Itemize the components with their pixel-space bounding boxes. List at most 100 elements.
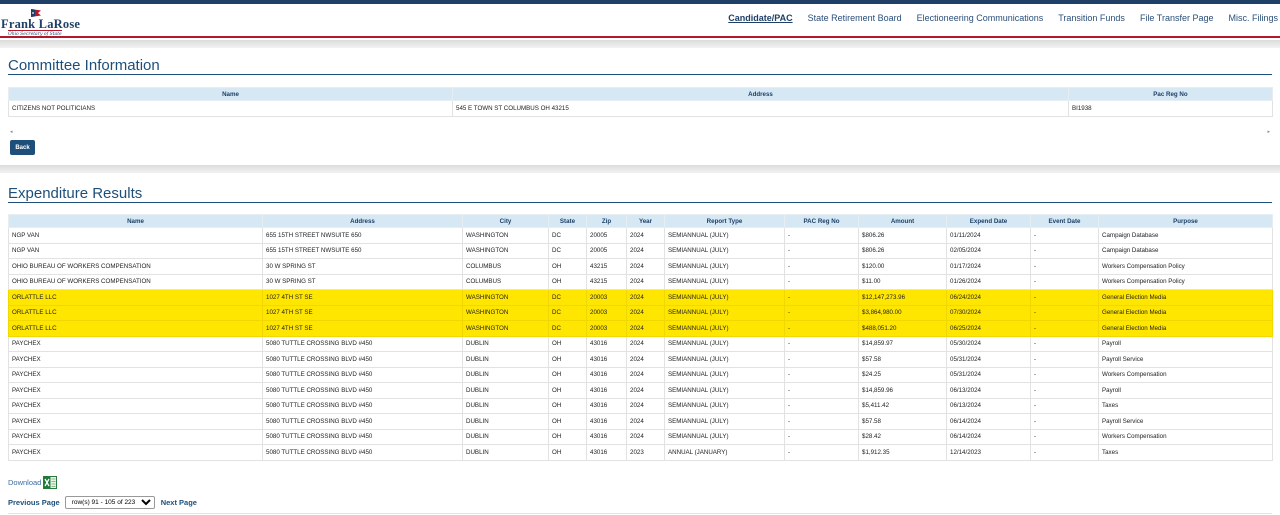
cell-amount: $14,859.97 (858, 335, 947, 352)
cell-purpose: Workers Compensation Policy (1098, 273, 1273, 290)
horizontal-scrollbar[interactable]: ◂ ▸ (8, 129, 1272, 135)
cell-purpose: Workers Compensation (1098, 428, 1273, 445)
pagination: Previous Page row(s) 91 - 105 of 223 Nex… (8, 496, 197, 509)
expenditure-table-body: NGP VAN 655 15TH STREET NWSUITE 650 WASHIN… (8, 227, 1273, 461)
cell-year: 2024 (626, 413, 665, 430)
col-header-address[interactable]: Address (452, 87, 1069, 101)
cell-expend-date: 05/31/2024 (946, 366, 1031, 383)
cell-purpose: Taxes (1098, 444, 1273, 461)
cell-amount: $120.00 (858, 258, 947, 275)
col-header-expend-date[interactable]: Expend Date (946, 214, 1031, 228)
excel-icon[interactable] (43, 476, 58, 489)
cell-state: OH (548, 335, 587, 352)
logo-subtitle: Ohio Secretary of State (8, 30, 62, 37)
cell-pac-reg-no: - (784, 258, 859, 275)
col-header-event-date[interactable]: Event Date (1030, 214, 1099, 228)
download-label[interactable]: Download (8, 478, 42, 487)
cell-report-type: SEMIANNUAL (JULY) (664, 304, 785, 321)
previous-page-link[interactable]: Previous Page (8, 498, 60, 507)
next-page-link[interactable]: Next Page (160, 498, 197, 507)
cell-event-date: - (1030, 289, 1099, 306)
cell-purpose: Payroll (1098, 335, 1273, 352)
cell-event-date: - (1030, 413, 1099, 430)
cell-amount: $5,411.42 (858, 397, 947, 414)
logo-name: Frank LaRose (1, 17, 81, 31)
nav-misc-filings[interactable]: Misc. Filings (1228, 13, 1278, 23)
nav-state-retirement-board[interactable]: State Retirement Board (807, 13, 902, 23)
cell-expend-date: 06/25/2024 (946, 320, 1031, 337)
cell-state: OH (548, 258, 587, 275)
cell-amount: $14,859.96 (858, 382, 947, 399)
cell-purpose: Campaign Database (1098, 227, 1273, 244)
cell-expend-date: 06/13/2024 (946, 382, 1031, 399)
cell-event-date: - (1030, 320, 1099, 337)
cell-amount: $12,147,273.96 (858, 289, 947, 306)
cell-state: OH (548, 382, 587, 399)
site-logo[interactable]: Frank LaRose Ohio Secretary of State (1, 8, 80, 38)
cell-address: 30 W SPRING ST (262, 273, 463, 290)
cell-event-date: - (1030, 227, 1099, 244)
cell-zip: 43016 (586, 382, 627, 399)
cell-report-type: SEMIANNUAL (JULY) (664, 366, 785, 383)
cell-city: DUBLIN (462, 444, 549, 461)
cell-pac-reg-no: - (784, 382, 859, 399)
col-header-name[interactable]: Name (8, 214, 263, 228)
cell-address: 30 W SPRING ST (262, 258, 463, 275)
cell-amount: $488,051.20 (858, 320, 947, 337)
col-header-report-type[interactable]: Report Type (664, 214, 785, 228)
cell-expend-date: 06/14/2024 (946, 413, 1031, 430)
cell-year: 2024 (626, 289, 665, 306)
cell-year: 2023 (626, 444, 665, 461)
nav-electioneering-communications[interactable]: Electioneering Communications (916, 13, 1044, 23)
download-link[interactable]: Download (8, 476, 58, 489)
col-header-address[interactable]: Address (262, 214, 463, 228)
cell-report-type: SEMIANNUAL (JULY) (664, 258, 785, 275)
cell-pac-reg-no: - (784, 320, 859, 337)
cell-zip: 43016 (586, 397, 627, 414)
cell-amount: $806.26 (858, 242, 947, 259)
committee-title-rule (8, 74, 1272, 75)
rows-select[interactable]: row(s) 91 - 105 of 223 (64, 496, 155, 509)
cell-purpose: Taxes (1098, 397, 1273, 414)
nav-candidate-pac[interactable]: Candidate/PAC (728, 13, 793, 23)
cell-state: OH (548, 428, 587, 445)
cell-city: COLUMBUS (462, 258, 549, 275)
cell-pac-reg-no: - (784, 444, 859, 461)
cell-address: 655 15TH STREET NWSUITE 650 (262, 242, 463, 259)
committee-address: 545 E TOWN ST COLUMBUS OH 43215 (452, 100, 1069, 117)
cell-name: PAYCHEX (8, 335, 263, 352)
col-header-state[interactable]: State (548, 214, 587, 228)
committee-info-title: Committee Information (8, 57, 160, 74)
nav-file-transfer-page[interactable]: File Transfer Page (1139, 13, 1214, 23)
col-header-city[interactable]: City (462, 214, 549, 228)
cell-purpose: Payroll Service (1098, 351, 1273, 368)
cell-pac-reg-no: - (784, 289, 859, 306)
cell-city: WASHINGTON (462, 304, 549, 321)
col-header-pac-reg-no[interactable]: PAC Reg No (784, 214, 859, 228)
col-header-pac-reg-no[interactable]: Pac Reg No (1068, 87, 1273, 101)
cell-report-type: SEMIANNUAL (JULY) (664, 335, 785, 352)
nav-transition-funds[interactable]: Transition Funds (1058, 13, 1125, 23)
expenditure-title-rule (8, 202, 1272, 203)
section-divider (0, 40, 1280, 48)
site-header: Frank LaRose Ohio Secretary of State Can… (0, 4, 1280, 38)
scroll-right-arrow-icon[interactable]: ▸ (1267, 129, 1270, 135)
ohio-flag-icon (31, 9, 41, 17)
col-header-name[interactable]: Name (8, 87, 453, 101)
col-header-purpose[interactable]: Purpose (1098, 214, 1273, 228)
col-header-year[interactable]: Year (626, 214, 665, 228)
cell-event-date: - (1030, 351, 1099, 368)
cell-expend-date: 07/30/2024 (946, 304, 1031, 321)
cell-address: 5080 TUTTLE CROSSING BLVD #450 (262, 413, 463, 430)
cell-pac-reg-no: - (784, 413, 859, 430)
cell-state: DC (548, 304, 587, 321)
back-button[interactable]: Back (10, 140, 35, 155)
cell-amount: $28.42 (858, 428, 947, 445)
cell-city: DUBLIN (462, 366, 549, 383)
cell-pac-reg-no: - (784, 428, 859, 445)
cell-expend-date: 05/30/2024 (946, 335, 1031, 352)
scroll-left-arrow-icon[interactable]: ◂ (10, 129, 13, 135)
col-header-amount[interactable]: Amount (858, 214, 947, 228)
cell-pac-reg-no: - (784, 335, 859, 352)
col-header-zip[interactable]: Zip (586, 214, 627, 228)
